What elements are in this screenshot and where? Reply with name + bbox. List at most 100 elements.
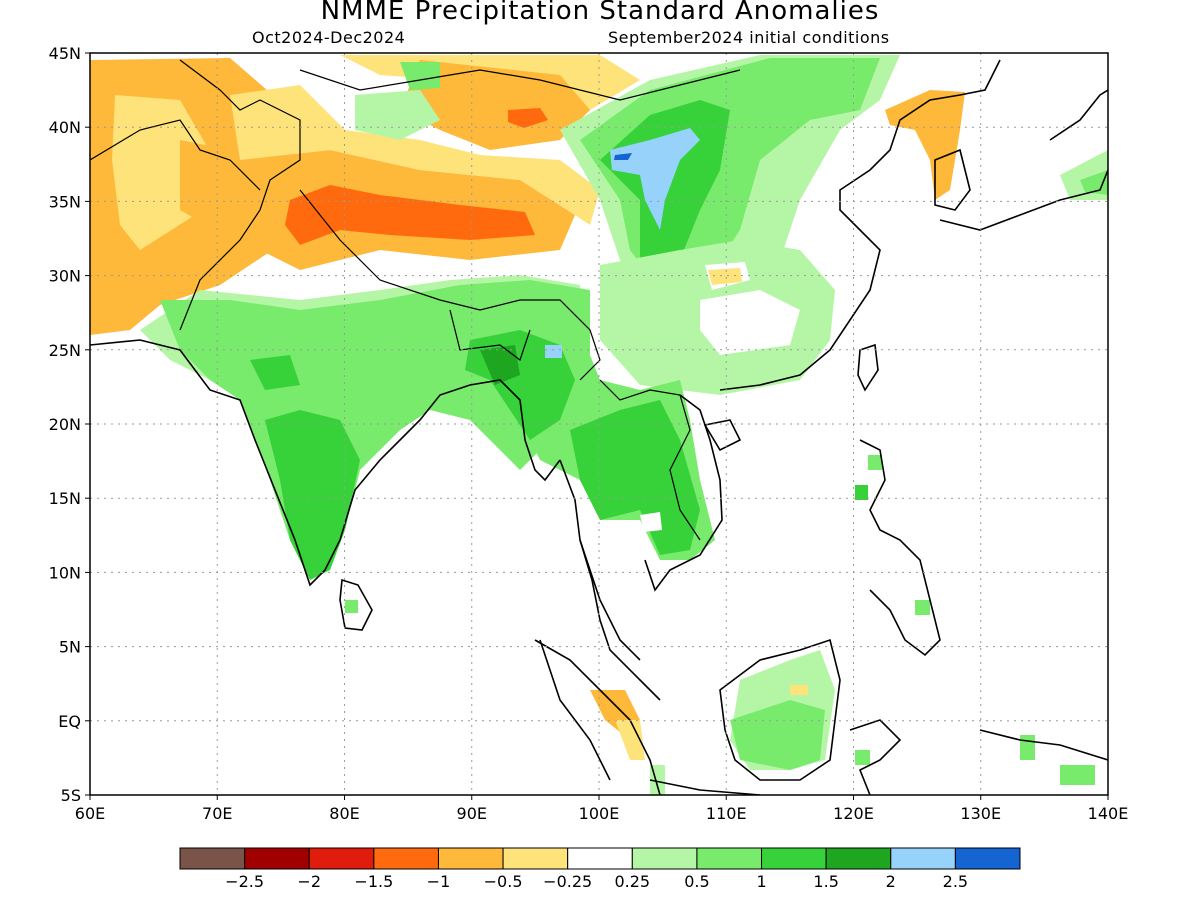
shade-india-core-spot (250, 355, 300, 390)
colorbar-label: 0.25 (614, 872, 650, 891)
longitude-axis: 60E 70E 80E 90E 100E 110E 120E 130E 140E (75, 795, 1129, 823)
coast-korea (934, 148, 971, 211)
colorbar-swatch (308, 847, 375, 870)
lat-tick-label: 10N (49, 563, 81, 582)
shade-cambodia-white (640, 512, 662, 532)
colorbar-swatch (373, 847, 439, 870)
border-layer (90, 59, 741, 541)
colorbar-label: 1.5 (813, 872, 838, 891)
shade-bangladesh-core (480, 345, 520, 385)
lat-tick-label: 45N (49, 44, 81, 63)
shade-peninsula-core (265, 410, 360, 580)
lat-tick-label: EQ (58, 712, 81, 731)
colorbar-label: −0.25 (543, 872, 592, 891)
border-5 (599, 379, 701, 541)
colorbar-swatch (825, 847, 892, 870)
coast-indochina (559, 459, 661, 701)
colorbar-swatch (567, 847, 633, 870)
lat-tick-label: 20N (49, 415, 81, 434)
colorbar-swatch (631, 847, 698, 870)
lon-tick-label: 140E (1088, 804, 1129, 823)
shade-borneo-wet (730, 700, 825, 770)
colorbar-label: −1.5 (354, 872, 393, 891)
anomaly-shading-layer (90, 55, 1108, 795)
gridlines (90, 53, 1108, 795)
border-1 (179, 59, 301, 331)
lon-tick-label: 100E (579, 804, 620, 823)
shade-indochina-core (570, 400, 700, 555)
forecast-period: Oct2024-Dec2024 (252, 28, 406, 47)
colorbar-swatch (244, 847, 310, 870)
shade-phil-3 (915, 600, 930, 615)
map-title: NMME Precipitation Standard Anomalies (320, 0, 880, 26)
shade-tarim-wet (355, 90, 440, 140)
colorbar-swatch (696, 847, 763, 870)
coast-vietnam (644, 394, 723, 592)
colorbar-swatch (954, 847, 1021, 870)
latitude-axis: 45N 40N 35N 30N 25N 20N 15N 10N 5N EQ 5S (49, 44, 90, 805)
coast-srilanka (339, 578, 373, 631)
lon-tick-label: 120E (833, 804, 874, 823)
coast-china (719, 59, 1001, 391)
lon-tick-label: 80E (329, 804, 359, 823)
shade-tarim-wet2 (400, 62, 440, 90)
shade-borneo-dry (790, 685, 808, 695)
colorbar-label: 2 (886, 872, 896, 891)
shade-gansu-very-wet (610, 128, 700, 230)
shade-srilanka (345, 600, 358, 613)
shade-afghan-dry (180, 140, 245, 230)
lat-tick-label: 35N (49, 192, 81, 211)
colorbar-label: 0.5 (684, 872, 709, 891)
coast-newguinea (979, 729, 1108, 761)
colorbar-swatch (179, 847, 246, 870)
shade-newguinea (1060, 765, 1095, 785)
lon-tick-label: 130E (960, 804, 1001, 823)
coast-philippines (859, 439, 941, 657)
border-2 (90, 119, 261, 191)
border-6 (299, 69, 741, 101)
shade-sulawesi (855, 750, 870, 765)
lon-tick-label: 60E (75, 804, 105, 823)
lat-tick-label: 25N (49, 341, 81, 360)
shade-newguinea-2 (1020, 735, 1035, 760)
coast-malay (579, 539, 641, 661)
coast-japan (939, 89, 1108, 231)
lat-tick-label: 5N (59, 638, 81, 657)
colorbar-swatch (890, 847, 956, 870)
colorbar-swatch (437, 847, 504, 870)
lon-tick-label: 110E (706, 804, 747, 823)
colorbar-label: −2.5 (225, 872, 264, 891)
shade-phil-2 (855, 485, 868, 500)
colorbar-label: −0.5 (484, 872, 523, 891)
lon-tick-label: 70E (202, 804, 232, 823)
colorbar-label: 1 (756, 872, 766, 891)
shade-gansu-deep (614, 153, 632, 160)
lat-tick-label: 15N (49, 489, 81, 508)
border-4 (449, 309, 531, 361)
coast-borneo (719, 638, 841, 781)
coastline-layer (90, 59, 1108, 795)
lat-tick-label: 40N (49, 118, 81, 137)
coast-sulawesi (849, 719, 902, 795)
colorbar-label: −2 (297, 872, 321, 891)
shade-tibet-strong (285, 185, 535, 245)
lat-tick-label: 30N (49, 267, 81, 286)
shade-myanmar-blue (545, 345, 562, 358)
shade-tibet-light (230, 85, 600, 225)
lat-tick-label: 5S (61, 786, 81, 805)
coast-india (90, 339, 561, 587)
colorbar-label: −1 (427, 872, 451, 891)
coast-taiwan (857, 343, 879, 392)
coast-hainan (703, 419, 742, 452)
shade-southchina-white2 (700, 290, 800, 355)
coast-java (649, 779, 761, 795)
shade-sumatra-light (615, 720, 645, 760)
colorbar-swatch (761, 847, 827, 870)
initial-conditions: September2024 initial conditions (608, 28, 890, 47)
coast-sumatra (534, 639, 661, 795)
shade-phil-1 (868, 455, 882, 470)
border-3 (299, 189, 601, 381)
colorbar-label: 2.5 (943, 872, 968, 891)
colorbar: −2.5 −2 −1.5 −1 −0.5 −0.25 0.25 0.5 1 1.5 2 2.5 (179, 847, 1021, 891)
shade-mongolia-core (508, 108, 548, 128)
